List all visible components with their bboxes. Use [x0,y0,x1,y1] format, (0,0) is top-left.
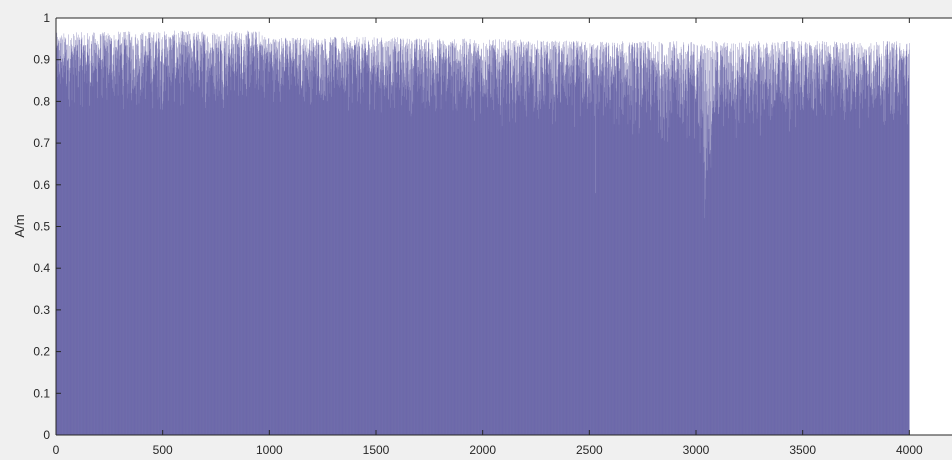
y-axis-label: A/m [12,214,27,237]
y-tick-label: 0.3 [33,303,50,317]
y-tick-labels: 0 0.1 0.2 0.3 0.4 0.5 0.6 0.7 0.8 0.9 1 [33,11,50,442]
x-tick-label: 3500 [789,443,816,457]
y-tick-label: 0.5 [33,220,50,234]
x-tick-labels: 0 500 1000 1500 2000 2500 3000 3500 4000 [53,443,923,457]
x-tick-label: 3000 [683,443,710,457]
x-tick-label: 2500 [576,443,603,457]
y-tick-label: 0.2 [33,345,50,359]
bar-series [56,30,910,435]
y-tick-label: 1 [43,11,50,25]
y-tick-label: 0.8 [33,94,50,108]
y-tick-label: 0.9 [33,53,50,67]
x-tick-label: 1000 [256,443,283,457]
x-tick-label: 0 [53,443,60,457]
y-tick-label: 0.6 [33,178,50,192]
y-tick-label: 0.7 [33,136,50,150]
y-tick-label: 0.1 [33,386,50,400]
x-tick-label: 500 [153,443,173,457]
y-tick-label: 0 [43,428,50,442]
x-tick-label: 1500 [363,443,390,457]
x-tick-label: 2000 [469,443,496,457]
x-tick-label: 4000 [896,443,923,457]
y-tick-label: 0.4 [33,261,50,275]
